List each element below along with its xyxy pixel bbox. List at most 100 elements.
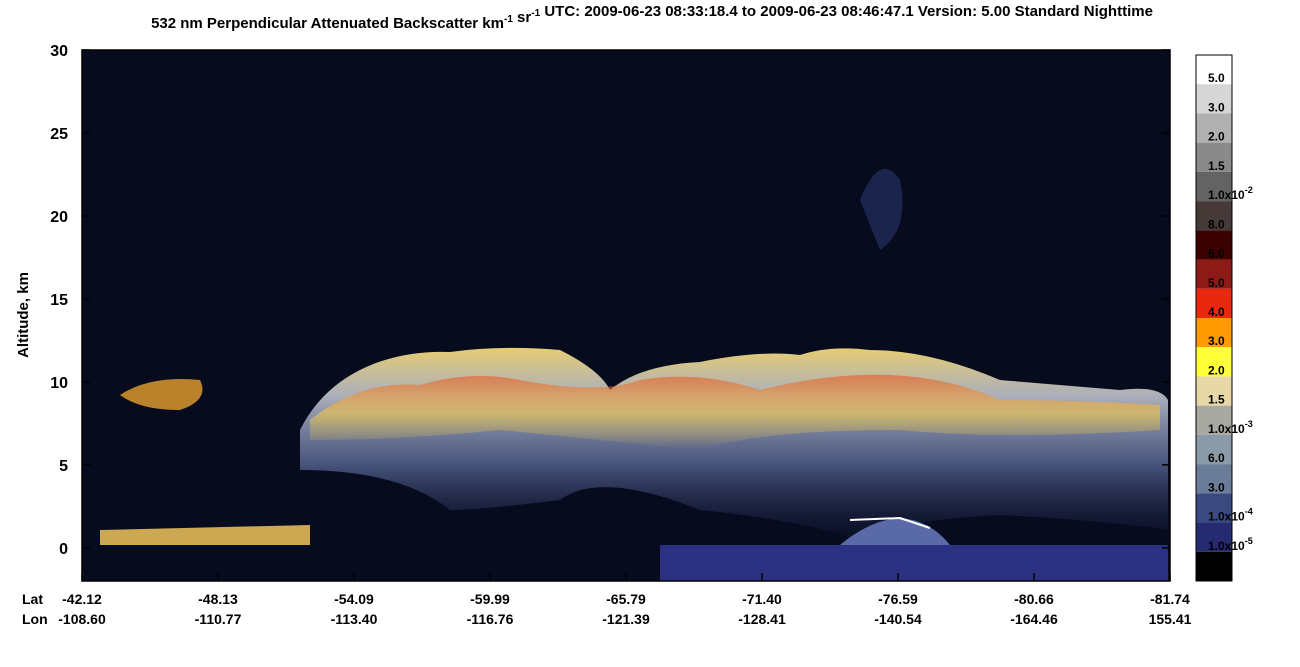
- superscript: -3: [1245, 419, 1253, 429]
- text-part: 5.0: [1208, 276, 1225, 290]
- x-tick-label: -71.40: [742, 591, 782, 607]
- colorbar-swatch: [1196, 464, 1232, 494]
- colorbar-label: 3.0: [1208, 480, 1225, 494]
- x-tick-label: -116.76: [467, 611, 514, 627]
- y-tick-label: 20: [50, 209, 68, 226]
- colorbar-label: 6.0: [1208, 451, 1225, 465]
- colorbar-label: 3.0: [1208, 334, 1225, 348]
- colorbar-label: 8.0: [1208, 217, 1225, 231]
- colorbar-swatch: [1196, 171, 1232, 202]
- y-tick-label: 25: [50, 126, 68, 143]
- text-part: 3.0: [1208, 334, 1225, 348]
- y-tick-label: 30: [50, 43, 68, 60]
- text-part: 3.0: [1208, 100, 1225, 114]
- x-tick-label: -108.60: [58, 611, 106, 627]
- colorbar-label: 1.0x10-2: [1208, 185, 1253, 202]
- colorbar-label: 5.0: [1208, 71, 1225, 85]
- superscript: -1: [504, 14, 513, 25]
- y-tick-label: 15: [50, 292, 68, 309]
- colorbar-label: 4.0: [1208, 305, 1225, 319]
- text-part: sr: [513, 9, 532, 26]
- colorbar-swatch: [1196, 434, 1232, 465]
- text-part: 1.0x10: [1208, 539, 1245, 553]
- colorbar-label: 2.0: [1208, 130, 1225, 144]
- colorbar-label: 6.0: [1208, 247, 1225, 261]
- x-tick-label: -140.54: [874, 611, 922, 627]
- chart-title: 532 nm Perpendicular Attenuated Backscat…: [151, 3, 1153, 32]
- y-tick-label: 0: [59, 541, 68, 558]
- x-tick-label: -54.09: [334, 591, 374, 607]
- text-part: UTC: 2009-06-23 08:33:18.4 to 2009-06-23…: [540, 3, 1153, 20]
- cloud-small: [120, 379, 203, 410]
- colorbar-swatch: [1196, 259, 1232, 289]
- x-tick-label: -76.59: [878, 591, 918, 607]
- x-tick-label: 155.41: [1149, 611, 1192, 627]
- colorbar-label: 1.0x10-3: [1208, 419, 1253, 436]
- x-tick-label: -164.46: [1010, 611, 1058, 627]
- cloud-top: [310, 374, 1160, 450]
- x-tick-label: -80.66: [1014, 591, 1054, 607]
- text-part: 532 nm Perpendicular Attenuated Backscat…: [151, 15, 504, 32]
- y-tick-label: 10: [50, 375, 68, 392]
- y-axis-label: Altitude, km: [15, 272, 32, 358]
- colorbar-swatch: [1196, 522, 1232, 552]
- x-tick-label: -48.13: [198, 591, 238, 607]
- colorbar-swatch: [1196, 288, 1232, 318]
- colorbar-swatch: [1196, 376, 1232, 406]
- surface-line: [849, 516, 931, 529]
- colorbar-frame: [1195, 54, 1233, 582]
- colorbar-label: 1.5: [1208, 159, 1225, 173]
- backscatter-image: [82, 50, 1170, 581]
- colorbar-swatch: [1196, 318, 1232, 348]
- x-tick-label: -42.12: [62, 591, 102, 607]
- text-part: 2.0: [1208, 130, 1225, 144]
- colorbar-label: 2.0: [1208, 363, 1225, 377]
- y-tick-label: 5: [59, 458, 68, 475]
- text-part: 1.0x10: [1208, 188, 1245, 202]
- surface-band: [660, 545, 1168, 581]
- colorbar-label: 3.0: [1208, 100, 1225, 114]
- superscript: -2: [1245, 185, 1253, 195]
- colorbar-label: 1.0x10-5: [1208, 536, 1253, 553]
- colorbar-swatch: [1196, 347, 1232, 377]
- surface-return: [100, 525, 310, 545]
- text-part: 8.0: [1208, 217, 1225, 231]
- text-part: 1.0x10: [1208, 510, 1245, 524]
- superscript: -1: [531, 8, 540, 19]
- x-tick-label: -81.74: [1150, 591, 1190, 607]
- colorbar-label: 5.0: [1208, 276, 1225, 290]
- text-part: 6.0: [1208, 451, 1225, 465]
- colorbar-label: 1.5: [1208, 393, 1225, 407]
- x-row-name: Lat: [22, 591, 43, 607]
- x-tick-label: -59.99: [470, 591, 510, 607]
- colorbar-swatch: [1196, 230, 1232, 260]
- colorbar-swatch: [1196, 405, 1232, 435]
- text-part: 1.0x10: [1208, 422, 1245, 436]
- x-tick-label: -113.40: [331, 611, 378, 627]
- x-tick-label: -65.79: [606, 591, 646, 607]
- colorbar-swatch: [1196, 113, 1232, 143]
- text-part: 4.0: [1208, 305, 1225, 319]
- text-part: 6.0: [1208, 247, 1225, 261]
- text-part: 1.5: [1208, 393, 1225, 407]
- colorbar-swatch: [1196, 201, 1232, 231]
- colorbar-swatch: [1196, 551, 1232, 581]
- colorbar-label: 1.0x10-4: [1208, 507, 1253, 524]
- text-part: 2.0: [1208, 363, 1225, 377]
- colorbar-swatch: [1196, 84, 1232, 114]
- colorbar-swatch: [1196, 142, 1232, 172]
- x-tick-label: -110.77: [195, 611, 242, 627]
- text-part: 1.5: [1208, 159, 1225, 173]
- text-part: 5.0: [1208, 71, 1225, 85]
- colorbar-swatch: [1196, 493, 1232, 523]
- superscript: -4: [1245, 507, 1253, 517]
- x-row-name: Lon: [22, 611, 48, 627]
- faint-layer: [860, 168, 903, 250]
- colorbar-swatch: [1196, 55, 1232, 85]
- x-tick-label: -121.39: [602, 611, 650, 627]
- text-part: 3.0: [1208, 480, 1225, 494]
- x-tick-label: -128.41: [738, 611, 786, 627]
- superscript: -5: [1245, 536, 1253, 546]
